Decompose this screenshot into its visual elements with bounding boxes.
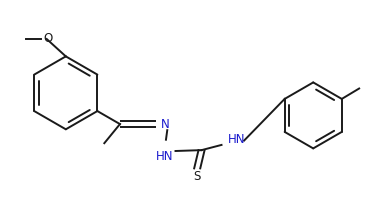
Text: HN: HN bbox=[228, 133, 245, 146]
Text: O: O bbox=[44, 32, 53, 45]
Text: N: N bbox=[161, 118, 170, 131]
Text: S: S bbox=[194, 170, 201, 183]
Text: HN: HN bbox=[156, 150, 174, 163]
